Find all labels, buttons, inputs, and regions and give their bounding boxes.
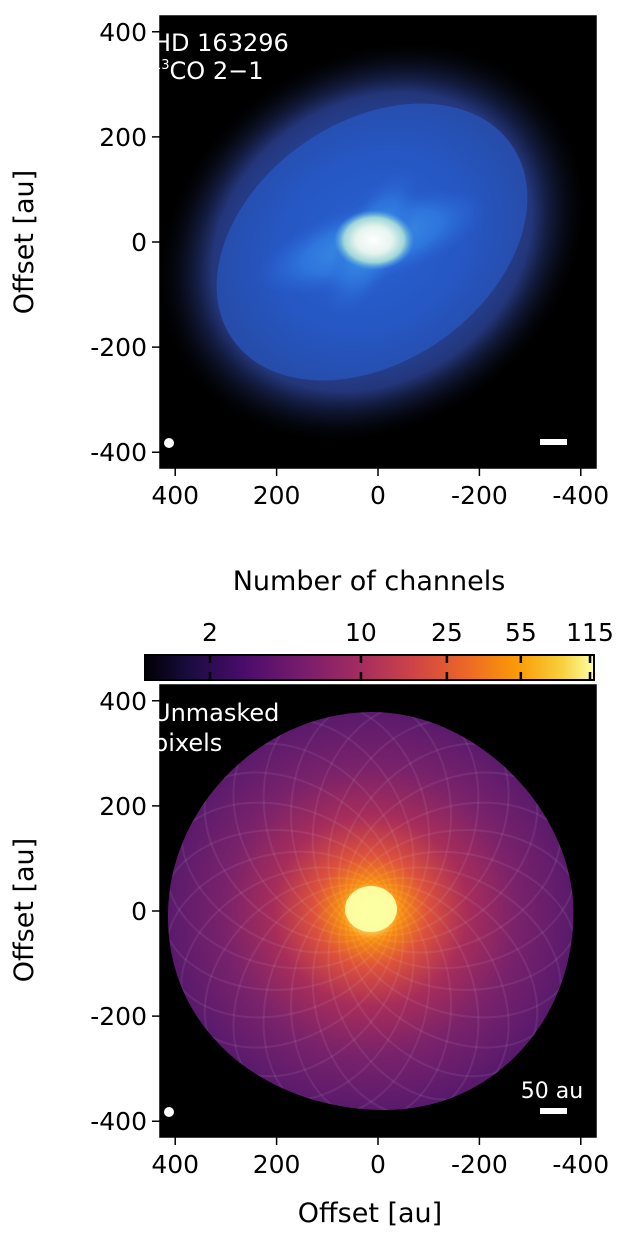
colorbar-tick-label: 115 (566, 618, 614, 647)
bottom-x-axis-label: Offset [au] (298, 1198, 442, 1229)
top-annotation-line-2: 13CO 2−1 (153, 57, 263, 85)
top-annotation-line-1: HD 163296 (153, 29, 289, 57)
colorbar-ticks: 2 10 25 55 115 (202, 618, 614, 680)
top-panel: HD 163296 13CO 2−1 400 200 0 -200 -400 400 20… (9, 15, 609, 510)
y-tick-label: -200 (90, 1002, 147, 1031)
y-tick-label: -400 (90, 1107, 147, 1136)
colorbar: Number of channels 2 10 25 55 115 (144, 566, 614, 681)
colorbar-label: Number of channels (233, 566, 506, 597)
top-emission-map (160, 42, 585, 442)
bottom-annotation-line-2: pixels (153, 729, 222, 757)
colorbar-tick-label: 25 (431, 618, 463, 647)
isotope-superscript: 13 (153, 58, 170, 73)
x-tick-label: -200 (451, 481, 508, 510)
y-tick-label: 400 (99, 687, 147, 716)
colorbar-tick-label: 2 (202, 618, 218, 647)
x-tick-label: -400 (552, 481, 609, 510)
x-tick-label: 400 (151, 1150, 199, 1179)
top-y-axis: 400 200 0 -200 -400 (90, 18, 160, 467)
bottom-beam-marker (164, 1107, 174, 1117)
top-x-axis: 400 200 0 -200 -400 (151, 468, 609, 510)
x-tick-label: -400 (552, 1150, 609, 1179)
scale-bar-label: 50 au (521, 1079, 583, 1104)
x-tick-label: -200 (451, 1150, 508, 1179)
colorbar-tick-label: 55 (505, 618, 537, 647)
y-tick-label: 200 (99, 792, 147, 821)
x-tick-label: 0 (370, 1150, 386, 1179)
x-tick-label: 0 (370, 481, 386, 510)
y-tick-label: -400 (90, 438, 147, 467)
bottom-annotation-line-1: Unmasked (153, 699, 279, 727)
y-tick-label: 200 (99, 123, 147, 152)
y-tick-label: -200 (90, 333, 147, 362)
colorbar-tick-label: 10 (345, 618, 377, 647)
bottom-scale-bar (540, 1108, 567, 1114)
colorbar-frame (144, 654, 595, 681)
y-tick-label: 400 (99, 18, 147, 47)
bottom-panel: 50 au Unmasked pixels 400 200 0 -200 -400 40… (9, 684, 609, 1229)
y-tick-label: 0 (131, 228, 147, 257)
bright-center (345, 886, 397, 932)
x-tick-label: 200 (253, 1150, 301, 1179)
x-tick-label: 400 (151, 481, 199, 510)
line-name: CO 2−1 (170, 57, 264, 85)
top-y-axis-label: Offset [au] (9, 170, 40, 314)
bottom-x-axis: 400 200 0 -200 -400 (151, 1137, 609, 1179)
top-scale-bar (540, 439, 567, 445)
x-tick-label: 200 (253, 481, 301, 510)
colorbar-gradient (145, 655, 594, 680)
y-tick-label: 0 (131, 897, 147, 926)
top-beam-marker (164, 438, 174, 448)
bottom-y-axis-label: Offset [au] (9, 838, 40, 982)
bottom-y-axis: 400 200 0 -200 -400 (90, 687, 160, 1136)
